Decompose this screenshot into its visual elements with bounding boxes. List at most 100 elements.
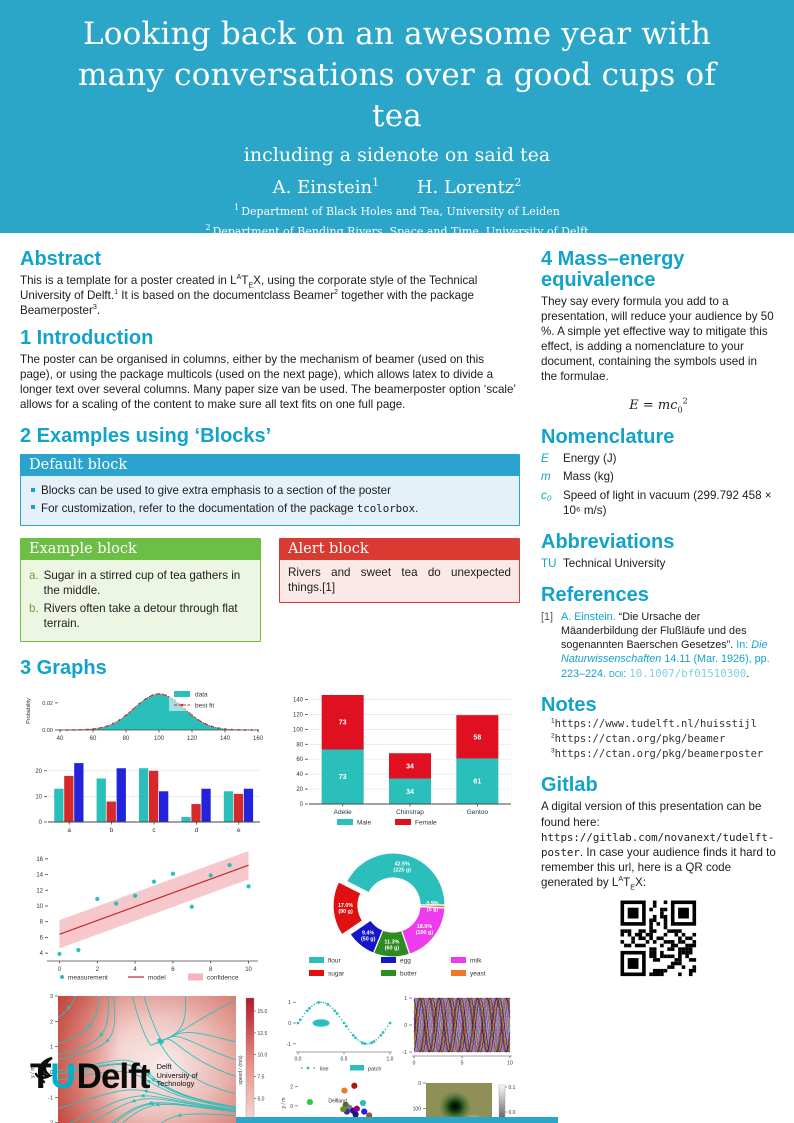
chart-penguin-stacked-bar: 0 20 40 60 80 100 120 140 73 73 Adelie 34 34 Chinstra…: [293, 694, 511, 826]
poster-subtitle: including a sidenote on said tea: [243, 143, 551, 166]
svg-text:0.0: 0.0: [509, 1110, 516, 1116]
svg-text:-2: -2: [48, 1120, 53, 1123]
svg-text:6: 6: [40, 935, 44, 941]
svg-text:c: c: [152, 827, 156, 834]
svg-text:0: 0: [404, 1023, 407, 1029]
graphs-heading: 3 Graphs: [20, 656, 107, 679]
svg-text:egg: egg: [400, 957, 411, 964]
chart-regression: 0 2 4 6 8 10 4 6 8 10 12 14 16 measurement model confid…: [36, 850, 258, 981]
svg-text:speed / (m/s): speed / (m/s): [238, 1055, 244, 1085]
svg-text:0.02: 0.02: [42, 701, 53, 707]
svg-text:Female: Female: [415, 819, 437, 826]
svg-text:y / m: y / m: [30, 1065, 36, 1077]
svg-text:0.1: 0.1: [509, 1085, 516, 1091]
svg-text:80: 80: [296, 742, 303, 748]
author: A. Einstein1: [272, 175, 380, 198]
introduction-heading: 1 Introduction: [20, 327, 154, 350]
default-block: Default block Blocks can be used to give…: [20, 454, 520, 526]
svg-text:120: 120: [187, 736, 198, 742]
svg-text:flour: flour: [328, 957, 341, 964]
svg-text:Adelie: Adelie: [334, 809, 352, 816]
svg-text:58: 58: [473, 734, 481, 741]
authors-line: A. Einstein1 H. Lorentz2: [0, 177, 794, 198]
svg-text:0: 0: [50, 1070, 53, 1076]
svg-text:34: 34: [406, 763, 414, 770]
svg-text:d: d: [195, 827, 199, 834]
svg-text:6: 6: [171, 967, 175, 973]
abbreviation-row: TU Technical University: [541, 556, 666, 570]
abstract-text: This is a template for a poster created …: [20, 272, 478, 318]
tu-delft-logo-text: Delft University of Technology: [156, 1062, 198, 1089]
tu-delft-flame-icon: [34, 1056, 54, 1084]
alert-block-title: Alert block: [280, 538, 519, 560]
main-column: Abstract This is a template for a poster…: [20, 249, 520, 1123]
svg-text:measurement: measurement: [68, 974, 108, 981]
svg-text:0: 0: [39, 820, 43, 826]
svg-text:8: 8: [209, 967, 213, 973]
references-heading: References: [541, 583, 649, 606]
poster-header: Looking back on an awesome year with man…: [0, 0, 794, 270]
svg-text:butter: butter: [400, 970, 417, 977]
mass-energy-heading: 4 Mass–energy equivalence: [541, 248, 685, 291]
svg-text:10: 10: [36, 904, 43, 910]
introduction-text: The poster can be organised in columns, …: [20, 353, 516, 412]
svg-text:12.5: 12.5: [258, 1031, 268, 1037]
svg-text:0: 0: [288, 1021, 291, 1027]
bullet-square-icon: [31, 505, 35, 510]
svg-text:7.5: 7.5: [258, 1074, 265, 1080]
svg-text:best fit: best fit: [195, 702, 214, 709]
abstract-heading: Abstract: [20, 248, 102, 270]
svg-text:14: 14: [36, 872, 43, 878]
affiliation: 1 Department of Black Holes and Tea, Univ…: [234, 203, 560, 218]
svg-text:100: 100: [154, 736, 165, 742]
svg-text:0.5: 0.5: [341, 1056, 348, 1062]
svg-text:1: 1: [404, 996, 407, 1002]
poster-title: Looking back on an awesome year with man…: [77, 16, 717, 134]
svg-text:1: 1: [288, 1000, 291, 1006]
examples-heading: 2 Examples using ‘Blocks’: [20, 425, 272, 448]
svg-text:-1: -1: [287, 1042, 292, 1048]
tu-delft-logo: TUDelft Delft University of Technology: [30, 1057, 198, 1096]
author: H. Lorentz2: [416, 175, 522, 198]
svg-text:Male: Male: [357, 819, 371, 826]
gitlab-text: A digital version of this presentation c…: [541, 800, 776, 892]
svg-text:0: 0: [58, 967, 62, 973]
svg-text:80: 80: [123, 736, 130, 742]
alert-block-text: Rivers and sweet tea do unexpected thing…: [280, 559, 519, 602]
svg-text:0: 0: [300, 802, 304, 808]
side-column: 4 Mass–energy equivalence They say every…: [541, 249, 776, 985]
svg-text:140: 140: [220, 736, 231, 742]
alert-block: Alert block Rivers and sweet tea do unex…: [279, 537, 520, 603]
svg-text:140: 140: [293, 697, 304, 703]
svg-text:10: 10: [507, 1060, 513, 1066]
example-block-title: Example block: [21, 538, 260, 560]
note-item: 1https://www.tudelft.nl/huisstijl: [551, 717, 757, 730]
nomenclature-row: c₀ Speed of light in vacuum (299.792 458 …: [541, 488, 772, 517]
svg-text:16: 16: [36, 857, 43, 863]
svg-text:0.00: 0.00: [42, 728, 53, 734]
svg-text:0: 0: [290, 1104, 293, 1110]
note-item: 3https://ctan.org/pkg/beamerposter: [551, 747, 764, 761]
notes-heading: Notes: [541, 693, 597, 716]
bullet-square-icon: [31, 488, 35, 493]
svg-text:b: b: [110, 827, 114, 834]
conference-line: Conference on Fabulous Presentations, 20…: [209, 250, 585, 270]
svg-text:5: 5: [461, 1060, 464, 1066]
svg-text:4: 4: [40, 951, 44, 957]
svg-text:40: 40: [296, 772, 303, 778]
chart-multi-sine: 0 5 10 -1 0 1: [403, 996, 513, 1067]
svg-text:1: 1: [50, 1044, 53, 1050]
svg-text:10: 10: [245, 967, 252, 973]
svg-text:4: 4: [133, 967, 137, 973]
svg-text:0: 0: [418, 1081, 421, 1087]
note-item: 2https://ctan.org/pkg/beamer: [551, 732, 726, 746]
svg-text:18.9%(100 g): 18.9% (100 g): [416, 924, 434, 936]
footer-accent-bar: [236, 1117, 558, 1123]
svg-text:model: model: [148, 974, 166, 981]
reference-entry: [1] A. Einstein. “Die Ursache der Mäande…: [541, 610, 770, 680]
chart-histogram-best-fit: 40 60 80 100 120 140 160 0.00 0.02 Probability dat…: [26, 688, 264, 742]
svg-text:1.0: 1.0: [387, 1056, 394, 1062]
default-block-title: Default block: [21, 455, 519, 477]
nomenclature-row: m Mass (kg): [541, 470, 614, 484]
